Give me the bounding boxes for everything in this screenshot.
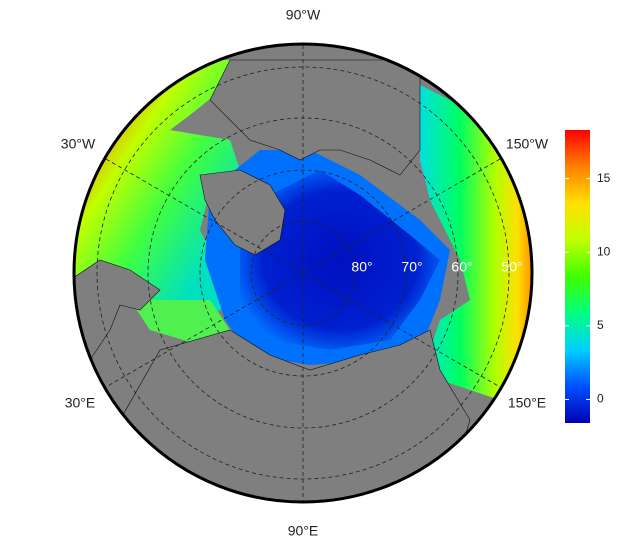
arctic-ocean [240,170,440,350]
colorbar-tick-label: 15 [597,171,611,185]
colorbar-tick-label: 0 [597,392,604,406]
north-america [209,59,421,176]
lat-label: 70° [401,259,422,275]
colorbar-tick-label: 10 [597,244,611,258]
colorbar-tick-label: 5 [597,318,604,332]
graticule [96,45,510,501]
barents-ocean [130,300,230,345]
lat-label: 80° [351,259,372,275]
lon-label: 30°W [61,136,96,152]
greenland [199,169,286,256]
lon-label: 30°E [65,395,96,411]
lon-label: 150°W [506,136,549,152]
lat-label: 50° [501,259,522,275]
lon-label: 90°E [288,523,319,539]
colorbar [565,130,590,423]
lon-label: 90°W [286,7,321,23]
lon-label: 150°E [508,395,546,411]
lat-label: 60° [451,259,472,275]
map-border [72,42,534,504]
